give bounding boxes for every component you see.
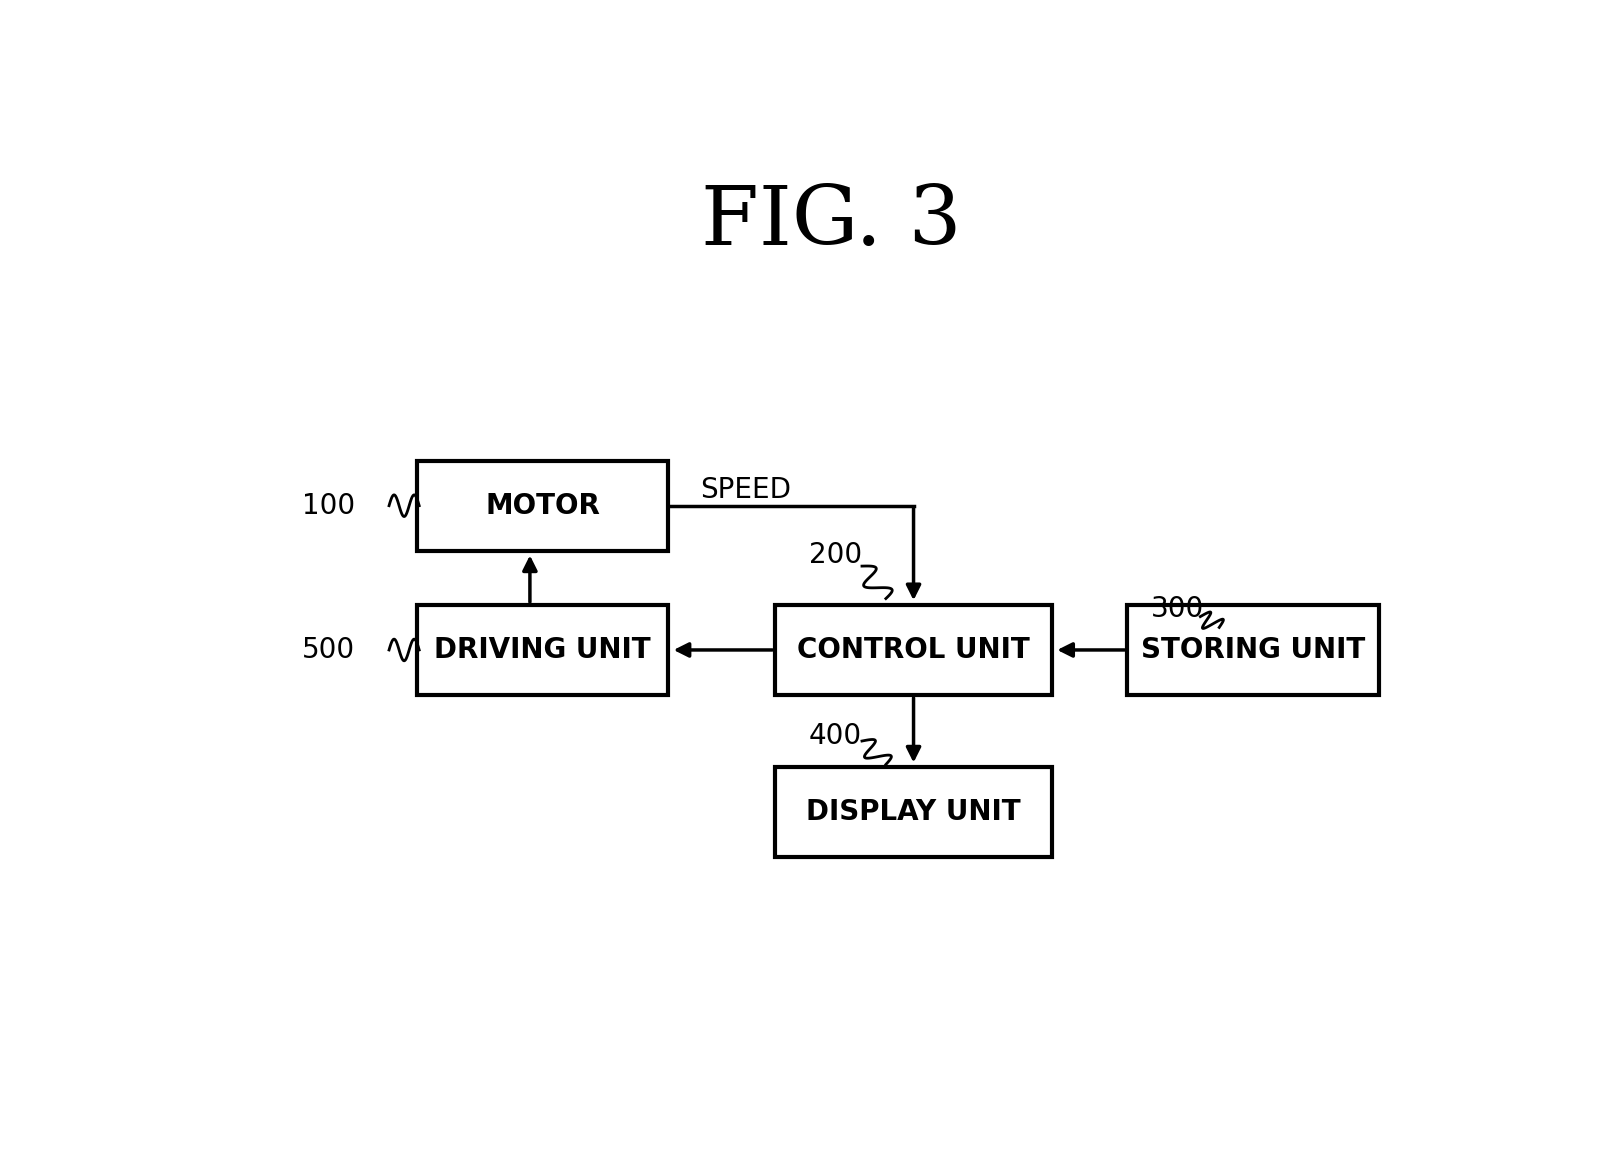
Text: CONTROL UNIT: CONTROL UNIT (797, 636, 1031, 664)
Text: 300: 300 (1151, 595, 1204, 623)
Text: STORING UNIT: STORING UNIT (1141, 636, 1365, 664)
Text: SPEED: SPEED (700, 477, 790, 505)
Bar (417, 460, 669, 550)
Bar (1128, 605, 1380, 696)
Text: 200: 200 (808, 541, 862, 569)
Text: 100: 100 (302, 492, 355, 520)
Text: DRIVING UNIT: DRIVING UNIT (435, 636, 651, 664)
Text: 500: 500 (302, 636, 355, 664)
Bar (417, 605, 669, 696)
Bar (776, 605, 1052, 696)
Text: 400: 400 (808, 721, 862, 749)
Text: FIG. 3: FIG. 3 (701, 182, 962, 261)
Text: DISPLAY UNIT: DISPLAY UNIT (807, 799, 1021, 827)
Bar (776, 767, 1052, 857)
Text: MOTOR: MOTOR (485, 492, 601, 520)
